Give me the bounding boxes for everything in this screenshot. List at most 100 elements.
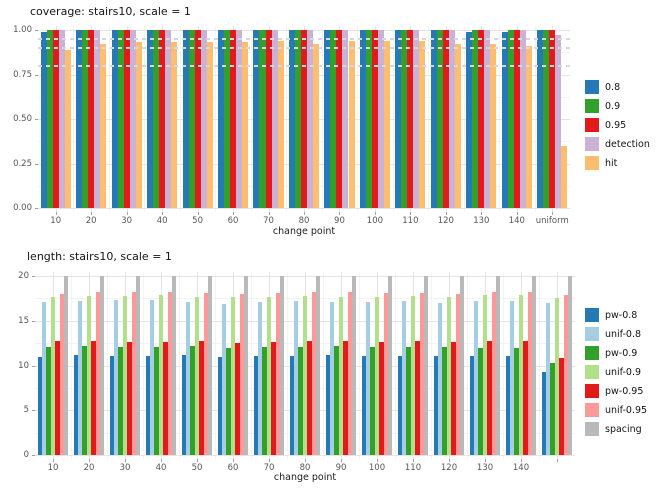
bar-0.9-60 xyxy=(224,30,231,208)
gridline-vertical-minor xyxy=(143,272,144,459)
gridline-horizontal xyxy=(35,276,575,277)
x-tick-label: 60 xyxy=(227,216,239,226)
bar-unif-0.8-100 xyxy=(366,301,371,455)
gridline-vertical-minor xyxy=(71,272,72,459)
gridline-vertical-minor xyxy=(179,26,181,212)
bar-pw-0.8-30 xyxy=(109,355,115,455)
bar-unif-0.9-40 xyxy=(158,294,164,455)
gridline-vertical xyxy=(410,26,412,212)
y-tick-label: 0 xyxy=(23,450,29,460)
reference-line-0.8 xyxy=(38,64,570,67)
bar-pw-0.8-uniform xyxy=(541,371,547,455)
bar-detection-140 xyxy=(519,30,526,208)
legend-label: 0.95 xyxy=(605,119,627,131)
gridline-vertical xyxy=(233,272,234,459)
bar-0.8-10 xyxy=(40,31,47,208)
bar-detection-uniform xyxy=(555,35,562,208)
bar-unif-0.95-40 xyxy=(167,292,172,455)
gridline-horizontal xyxy=(35,365,575,367)
bar-0.9-40 xyxy=(153,30,160,208)
x-tick-mark xyxy=(125,459,126,462)
legend-label: 0.8 xyxy=(605,81,621,93)
bar-pw-0.9-50 xyxy=(190,345,195,455)
gridline-vertical xyxy=(521,272,522,459)
bar-pw-0.95-120 xyxy=(451,342,456,455)
gridline-vertical xyxy=(305,272,306,459)
bar-pw-0.8-50 xyxy=(181,354,187,455)
x-tick-mark xyxy=(481,212,483,215)
x-tick-mark xyxy=(377,459,378,462)
bar-hit-10 xyxy=(64,49,71,208)
bar-spacing-100 xyxy=(387,276,393,455)
x-tick-mark xyxy=(339,212,341,215)
coverage-plot-panel xyxy=(38,26,570,212)
bar-unif-0.8-uniform xyxy=(546,302,551,455)
gridline-horizontal xyxy=(38,74,570,76)
bar-0.95-50 xyxy=(194,30,201,208)
bar-0.8-100 xyxy=(359,30,366,208)
x-tick-label: 100 xyxy=(368,463,386,473)
gridline-horizontal-minor xyxy=(38,52,570,54)
bar-unif-0.95-10 xyxy=(59,293,64,455)
bar-unif-0.8-90 xyxy=(330,301,335,455)
bar-unif-0.8-50 xyxy=(186,301,191,455)
x-tick-label: 120 xyxy=(437,216,454,226)
bar-detection-50 xyxy=(200,30,207,208)
legend-item-unif-0.8: unif-0.8 xyxy=(585,327,647,341)
legend-label: pw-0.9 xyxy=(605,347,638,359)
legend-item-0.9: 0.9 xyxy=(585,99,650,113)
bar-unif-0.8-140 xyxy=(510,301,515,455)
gridline-vertical-minor xyxy=(144,26,146,212)
gridline-vertical xyxy=(552,26,554,212)
gridline-vertical-minor xyxy=(431,272,432,459)
bar-spacing-120 xyxy=(459,276,465,455)
gridline-horizontal-minor xyxy=(35,432,575,434)
bar-pw-0.8-130 xyxy=(469,355,475,455)
bar-unif-0.9-50 xyxy=(194,296,200,455)
x-tick-label: 60 xyxy=(227,463,239,473)
bar-spacing-40 xyxy=(171,276,177,455)
bar-spacing-50 xyxy=(207,276,213,455)
gridline-horizontal-minor xyxy=(35,343,575,345)
bar-pw-0.9-110 xyxy=(406,346,411,455)
gridline-vertical xyxy=(269,272,270,459)
bar-spacing-80 xyxy=(315,276,321,455)
x-tick-label: 120 xyxy=(440,463,458,473)
bar-pw-0.95-100 xyxy=(379,342,384,455)
gridline-vertical xyxy=(339,26,341,212)
bar-detection-60 xyxy=(236,30,243,208)
bar-pw-0.95-80 xyxy=(307,341,312,455)
gridline-horizontal xyxy=(35,320,575,322)
x-tick-mark xyxy=(233,459,234,462)
bar-hit-60 xyxy=(242,42,249,208)
legend-label: unif-0.9 xyxy=(605,366,642,378)
x-tick-mark xyxy=(162,212,164,215)
bar-0.8-40 xyxy=(147,30,154,208)
bar-unif-0.8-20 xyxy=(78,301,83,455)
x-tick-label: 140 xyxy=(508,216,525,226)
gridline-vertical-minor xyxy=(359,272,360,459)
bar-0.8-50 xyxy=(182,30,189,208)
coverage-legend: 0.8 0.9 0.95 detection hit xyxy=(585,80,650,170)
bar-hit-70 xyxy=(277,40,284,208)
x-tick-label: 70 xyxy=(263,216,274,226)
legend-item-0.95: 0.95 xyxy=(585,118,650,132)
x-tick-label: 40 xyxy=(155,463,167,473)
x-tick-mark xyxy=(304,212,305,215)
y-tick-mark xyxy=(32,455,35,456)
bar-unif-0.9-80 xyxy=(302,295,308,455)
bar-unif-0.8-60 xyxy=(222,303,227,455)
gridline-vertical-minor xyxy=(392,26,394,212)
gridline-vertical xyxy=(125,272,126,459)
gridline-vertical-minor xyxy=(539,272,540,459)
gridline-vertical-minor xyxy=(463,26,465,212)
bar-pw-0.8-60 xyxy=(217,356,223,455)
x-tick-mark xyxy=(449,459,450,462)
length-plot-panel xyxy=(35,272,575,459)
y-tick-label: 0.25 xyxy=(13,158,32,169)
gridline-horizontal-minor xyxy=(38,141,570,143)
gridline-vertical-minor xyxy=(107,272,108,459)
gridline-horizontal-minor xyxy=(38,96,570,98)
y-tick-mark xyxy=(35,163,38,165)
